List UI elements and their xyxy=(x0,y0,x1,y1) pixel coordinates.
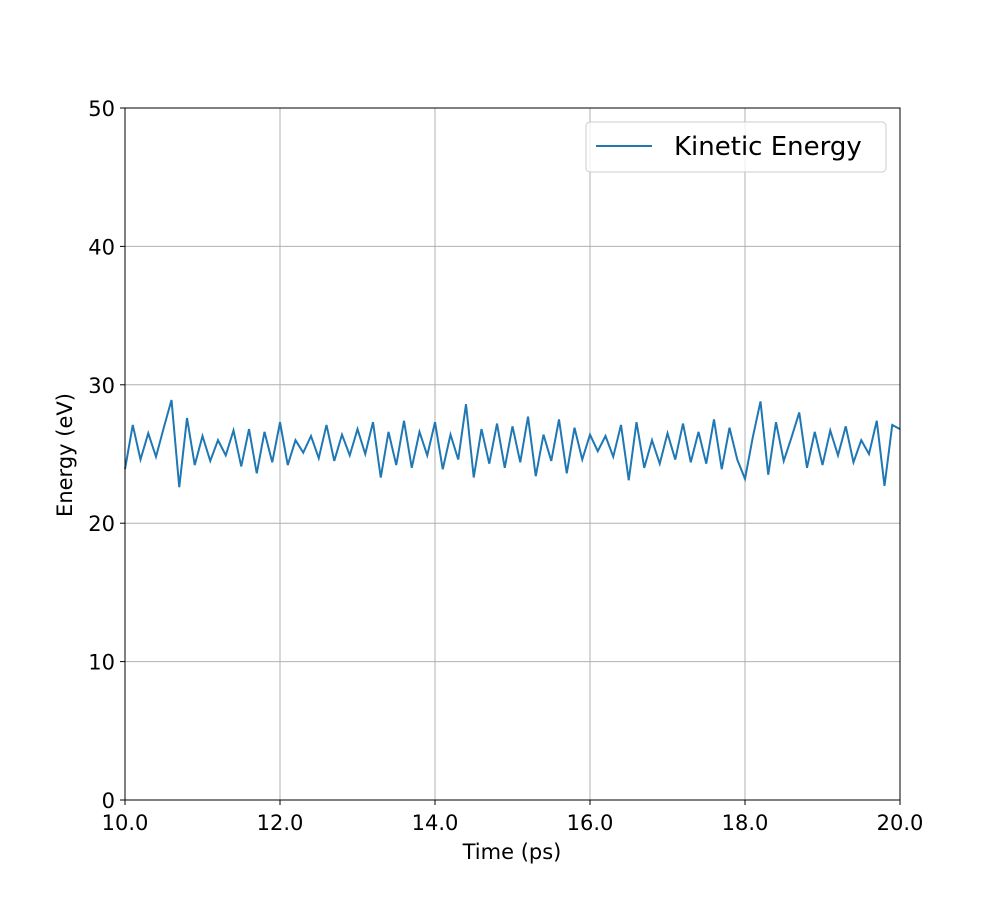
x-tick-label: 18.0 xyxy=(722,811,769,835)
x-tick-label: 14.0 xyxy=(412,811,459,835)
x-tick-label: 20.0 xyxy=(877,811,924,835)
y-tick-label: 0 xyxy=(102,789,115,813)
plot-frame xyxy=(124,107,901,801)
x-axis-label: Time (ps) xyxy=(462,840,562,864)
x-tick-label: 10.0 xyxy=(102,811,149,835)
x-tick-label: 16.0 xyxy=(567,811,614,835)
y-tick-label: 40 xyxy=(88,235,115,259)
y-tick-label: 10 xyxy=(88,651,115,675)
data-line xyxy=(124,399,901,488)
y-axis-label: Energy (eV) xyxy=(53,393,77,517)
x-tick-label: 12.0 xyxy=(257,811,304,835)
y-tick-label: 50 xyxy=(88,97,115,121)
legend-box xyxy=(585,121,887,173)
y-tick-label: 20 xyxy=(88,512,115,536)
y-tick-label: 30 xyxy=(88,374,115,398)
legend-label: Kinetic Energy xyxy=(674,132,862,162)
